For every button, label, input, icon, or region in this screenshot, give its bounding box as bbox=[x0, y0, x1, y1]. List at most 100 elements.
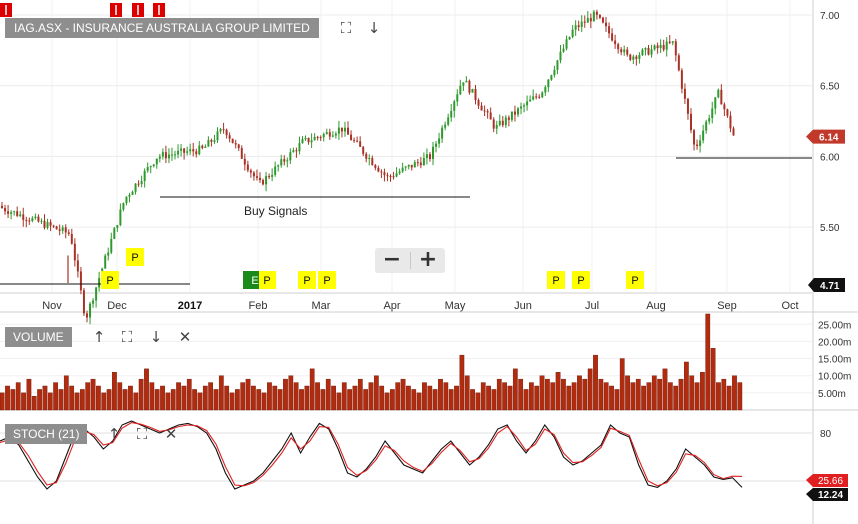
price-candle-body bbox=[568, 36, 571, 40]
price-candle-body bbox=[523, 105, 526, 107]
volume-bar bbox=[363, 389, 369, 411]
volume-bar bbox=[422, 382, 427, 411]
price-candle-body bbox=[383, 172, 386, 176]
up-arrow-icon[interactable]: ↑ bbox=[92, 328, 106, 346]
down-arrow-icon[interactable]: ↓ bbox=[367, 19, 381, 37]
price-candle-body bbox=[170, 154, 173, 156]
price-candle-body bbox=[544, 87, 547, 93]
price-candle-body bbox=[562, 48, 565, 52]
volume-bar bbox=[251, 385, 256, 411]
signal-marker-p bbox=[547, 271, 565, 289]
price-candle-body bbox=[237, 144, 240, 149]
volume-bar bbox=[347, 389, 352, 411]
price-candle-body bbox=[265, 176, 268, 185]
price-candle-body bbox=[689, 113, 692, 131]
price-candle-body bbox=[347, 127, 350, 135]
price-candle-body bbox=[662, 44, 665, 50]
volume-bars-layer bbox=[0, 313, 743, 411]
price-candle-body bbox=[334, 133, 337, 136]
volume-bar bbox=[646, 382, 652, 411]
close-icon[interactable]: ✕ bbox=[178, 328, 192, 346]
price-candle-body bbox=[362, 146, 365, 154]
price-candle-body bbox=[49, 222, 52, 226]
volume-bar bbox=[432, 389, 438, 411]
zoom-out-button[interactable]: − bbox=[382, 247, 402, 272]
price-candle-body bbox=[577, 25, 580, 27]
volume-bar bbox=[133, 392, 139, 411]
up-arrow-icon[interactable]: ↑ bbox=[107, 425, 121, 443]
volume-bar bbox=[21, 392, 26, 411]
price-candle-body bbox=[699, 140, 702, 146]
down-arrow-icon[interactable]: ↓ bbox=[149, 328, 163, 346]
volume-bar bbox=[53, 382, 58, 411]
price-candle-body bbox=[598, 14, 601, 18]
price-candle-body bbox=[617, 44, 620, 50]
expand-icon[interactable]: ⛶ bbox=[340, 19, 352, 37]
price-candle-body bbox=[404, 166, 407, 168]
price-candle-body bbox=[580, 21, 583, 27]
price-candle-body bbox=[295, 150, 298, 152]
volume-bar bbox=[710, 348, 716, 411]
price-candle-body bbox=[137, 183, 140, 185]
price-candle-body bbox=[125, 196, 128, 203]
zoom-in-button[interactable]: + bbox=[418, 247, 438, 272]
price-candle-body bbox=[438, 138, 441, 144]
volume-bar bbox=[122, 389, 128, 411]
time-axis-label: Aug bbox=[646, 300, 666, 312]
volume-bar bbox=[438, 378, 443, 411]
volume-bar bbox=[582, 378, 588, 411]
signal-marker-p bbox=[318, 271, 336, 289]
price-candle-body bbox=[119, 209, 122, 226]
expand-icon[interactable]: ⛶ bbox=[136, 425, 148, 443]
price-candle-body bbox=[726, 109, 729, 116]
volume-bar bbox=[641, 385, 646, 411]
price-candle-body bbox=[486, 111, 489, 113]
price-candle-body bbox=[398, 171, 401, 174]
price-candle-body bbox=[677, 55, 680, 71]
price-candle-body bbox=[82, 290, 85, 314]
volume-bar bbox=[614, 389, 620, 411]
price-candle-body bbox=[337, 127, 340, 134]
price-candle-body bbox=[313, 136, 316, 141]
volume-bar bbox=[502, 382, 508, 411]
last-price-value: 6.14 bbox=[819, 133, 839, 144]
price-candle-body bbox=[98, 278, 101, 288]
price-candle-body bbox=[477, 100, 480, 106]
volume-bar bbox=[267, 382, 272, 411]
volume-bar bbox=[651, 375, 657, 411]
low-price-badge bbox=[808, 278, 845, 292]
price-candle-body bbox=[629, 54, 632, 60]
price-candle-body bbox=[252, 172, 255, 177]
price-candle-body bbox=[122, 202, 125, 210]
volume-bar bbox=[603, 382, 609, 411]
stoch-k-value: 12.24 bbox=[818, 490, 843, 501]
volume-bar bbox=[475, 392, 481, 411]
price-candle-body bbox=[541, 92, 544, 98]
level-lines-layer: Buy Signals bbox=[0, 157, 812, 285]
time-axis-label: Oct bbox=[781, 300, 798, 312]
volume-bar bbox=[176, 382, 181, 411]
volume-bar bbox=[528, 382, 534, 411]
price-candle-body bbox=[453, 101, 456, 111]
price-candle-body bbox=[234, 143, 237, 145]
expand-icon[interactable]: ⛶ bbox=[121, 328, 133, 346]
price-candle-body bbox=[64, 227, 67, 233]
volume-bar bbox=[390, 389, 395, 411]
stoch-k-line bbox=[0, 420, 743, 490]
price-candle-body bbox=[550, 75, 553, 80]
price-candle-body bbox=[638, 55, 641, 59]
volume-bar bbox=[256, 389, 262, 411]
volume-tick-label: 15.00m bbox=[818, 355, 851, 366]
price-candle-body bbox=[201, 145, 204, 148]
price-candle-body bbox=[516, 108, 519, 115]
volume-bar bbox=[512, 368, 518, 411]
volume-bar bbox=[288, 375, 294, 411]
price-candle-body bbox=[55, 226, 58, 230]
volume-bar bbox=[400, 378, 406, 411]
price-candle-body bbox=[258, 177, 261, 181]
close-icon[interactable]: ✕ bbox=[164, 425, 178, 443]
volume-bar bbox=[304, 385, 310, 411]
volume-bar bbox=[283, 378, 288, 411]
time-axis-label: Dec bbox=[107, 300, 127, 312]
